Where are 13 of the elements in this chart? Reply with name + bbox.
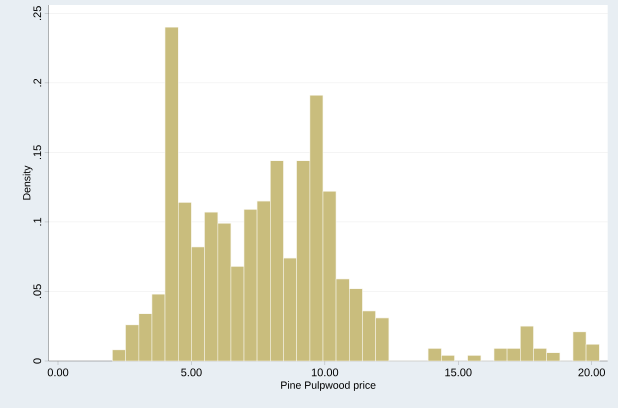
x-tick-label: 10.00 <box>312 368 338 376</box>
y-axis-title: Density <box>22 166 33 200</box>
y-tick-label: .05 <box>33 284 42 298</box>
x-axis-title: Pine Pulpwood price <box>281 381 376 391</box>
y-tick-label: .2 <box>33 78 42 86</box>
x-tick-label: 15.00 <box>445 368 472 376</box>
x-tick-label: 20.00 <box>578 368 605 376</box>
x-tick-label: 5.00 <box>181 368 202 376</box>
y-tick-label: .15 <box>33 145 42 160</box>
y-tick-label: .25 <box>33 6 42 20</box>
y-tick-label: 0 <box>33 358 42 364</box>
x-tick-label: 0.00 <box>48 368 68 376</box>
y-tick-label: .1 <box>34 218 42 226</box>
